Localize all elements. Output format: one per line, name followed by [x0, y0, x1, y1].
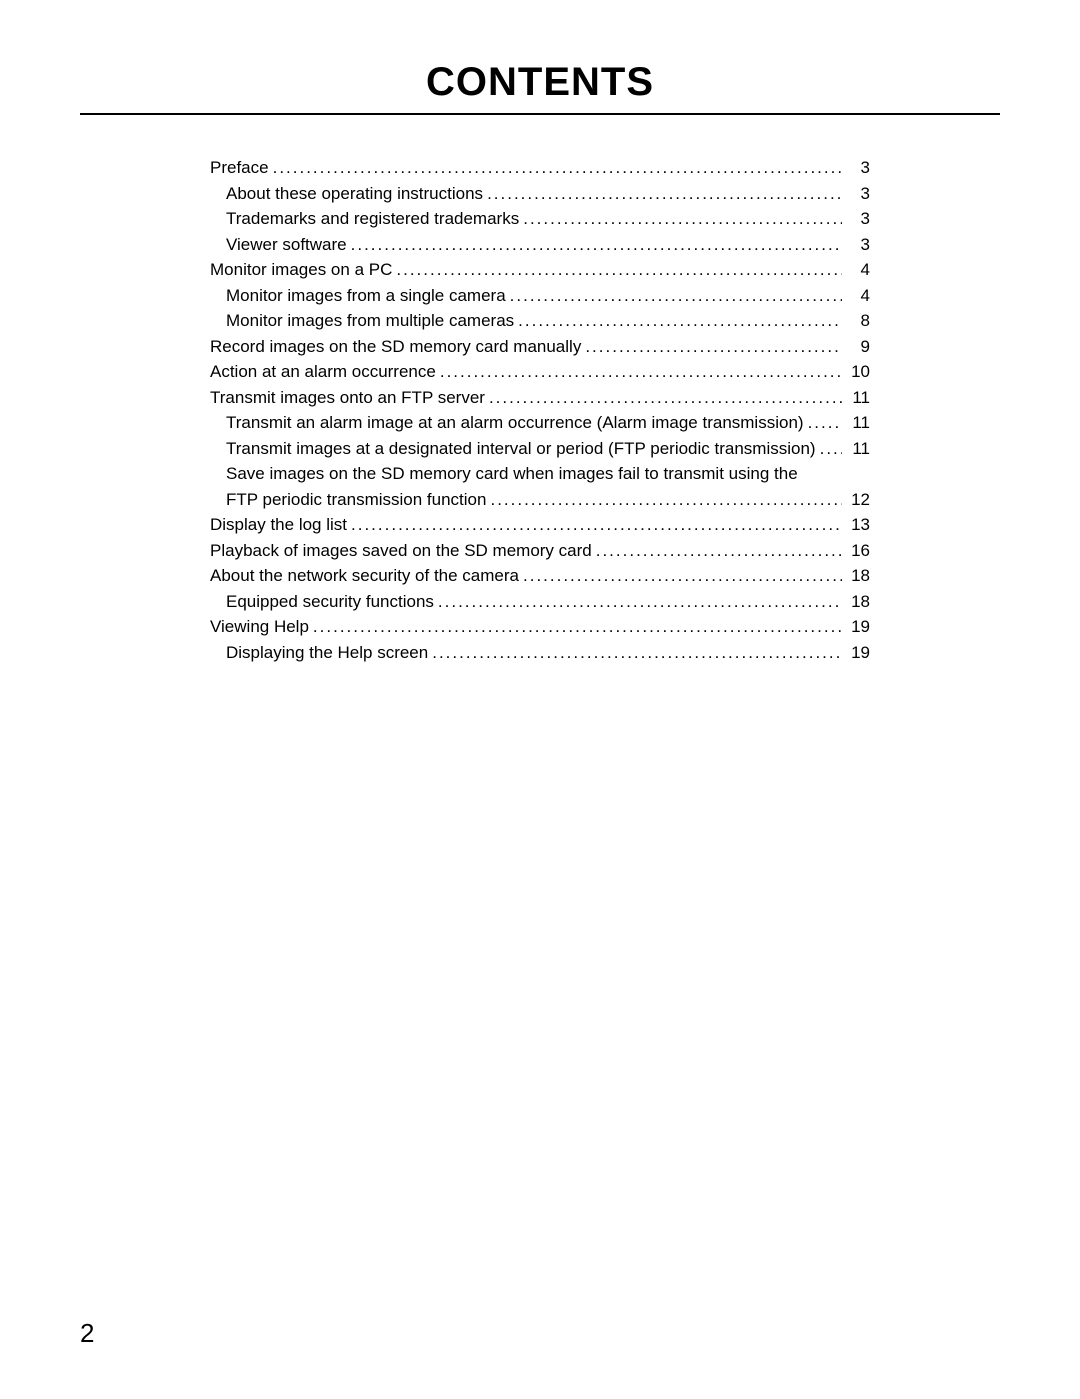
toc-entry: Monitor images from multiple cameras 8	[210, 308, 870, 334]
toc-entry: Action at an alarm occurrence 10	[210, 359, 870, 385]
table-of-contents: Preface 3 About these operating instruct…	[210, 155, 870, 665]
toc-leader	[351, 512, 842, 538]
toc-entry: Transmit images at a designated interval…	[210, 436, 870, 462]
toc-page: 13	[846, 512, 870, 538]
toc-leader	[490, 487, 842, 513]
toc-leader	[808, 410, 842, 436]
toc-page: 3	[846, 155, 870, 181]
toc-entry: Monitor images from a single camera 4	[210, 283, 870, 309]
toc-label: FTP periodic transmission function	[226, 487, 486, 513]
toc-page: 11	[846, 385, 870, 411]
toc-label: Monitor images from multiple cameras	[226, 308, 514, 334]
toc-page: 12	[846, 487, 870, 513]
toc-page: 16	[846, 538, 870, 564]
toc-entry: Trademarks and registered trademarks 3	[210, 206, 870, 232]
toc-entry: Viewer software 3	[210, 232, 870, 258]
toc-page: 11	[846, 410, 870, 436]
title-rule	[80, 113, 1000, 115]
toc-page: 11	[846, 436, 870, 462]
toc-leader	[523, 206, 842, 232]
toc-page: 10	[846, 359, 870, 385]
toc-leader	[820, 436, 842, 462]
toc-page: 4	[846, 257, 870, 283]
toc-label: Preface	[210, 155, 269, 181]
toc-entry: Displaying the Help screen 19	[210, 640, 870, 666]
toc-entry: Transmit images onto an FTP server 11	[210, 385, 870, 411]
toc-label: Viewing Help	[210, 614, 309, 640]
toc-label: Trademarks and registered trademarks	[226, 206, 519, 232]
toc-leader	[510, 283, 842, 309]
toc-entry: Equipped security functions 18	[210, 589, 870, 615]
toc-leader	[489, 385, 842, 411]
toc-page: 3	[846, 232, 870, 258]
toc-leader	[396, 257, 842, 283]
toc-label: Viewer software	[226, 232, 347, 258]
toc-page: 18	[846, 563, 870, 589]
toc-leader	[518, 308, 842, 334]
toc-leader	[585, 334, 842, 360]
toc-page: 8	[846, 308, 870, 334]
toc-label: Record images on the SD memory card manu…	[210, 334, 581, 360]
toc-label: Save images on the SD memory card when i…	[226, 461, 798, 487]
toc-leader	[313, 614, 842, 640]
toc-entry: Viewing Help 19	[210, 614, 870, 640]
toc-leader	[273, 155, 842, 181]
toc-label: Transmit an alarm image at an alarm occu…	[226, 410, 804, 436]
toc-leader	[438, 589, 842, 615]
toc-entry: Preface 3	[210, 155, 870, 181]
toc-label: Displaying the Help screen	[226, 640, 428, 666]
page-number: 2	[80, 1318, 94, 1349]
toc-page: 4	[846, 283, 870, 309]
toc-label: Monitor images on a PC	[210, 257, 392, 283]
toc-label: Display the log list	[210, 512, 347, 538]
toc-label: Transmit images at a designated interval…	[226, 436, 816, 462]
toc-label: Equipped security functions	[226, 589, 434, 615]
toc-entry: Display the log list 13	[210, 512, 870, 538]
toc-label: Monitor images from a single camera	[226, 283, 506, 309]
toc-leader	[596, 538, 842, 564]
toc-label: Transmit images onto an FTP server	[210, 385, 485, 411]
toc-page: 19	[846, 614, 870, 640]
toc-leader	[440, 359, 842, 385]
toc-leader	[523, 563, 842, 589]
toc-leader	[351, 232, 842, 258]
toc-label: Playback of images saved on the SD memor…	[210, 538, 592, 564]
toc-entry: Save images on the SD memory card when i…	[210, 461, 870, 512]
page: CONTENTS Preface 3 About these operating…	[0, 0, 1080, 1399]
toc-page: 19	[846, 640, 870, 666]
toc-entry: About the network security of the camera…	[210, 563, 870, 589]
toc-page: 3	[846, 181, 870, 207]
toc-page: 18	[846, 589, 870, 615]
toc-entry: Transmit an alarm image at an alarm occu…	[210, 410, 870, 436]
contents-title: CONTENTS	[80, 60, 1000, 105]
toc-entry: About these operating instructions 3	[210, 181, 870, 207]
toc-entry: Monitor images on a PC 4	[210, 257, 870, 283]
toc-page: 9	[846, 334, 870, 360]
toc-page: 3	[846, 206, 870, 232]
toc-label: Action at an alarm occurrence	[210, 359, 436, 385]
toc-label: About the network security of the camera	[210, 563, 519, 589]
toc-leader	[487, 181, 842, 207]
toc-leader	[432, 640, 842, 666]
toc-label: About these operating instructions	[226, 181, 483, 207]
toc-entry: Playback of images saved on the SD memor…	[210, 538, 870, 564]
toc-entry: Record images on the SD memory card manu…	[210, 334, 870, 360]
